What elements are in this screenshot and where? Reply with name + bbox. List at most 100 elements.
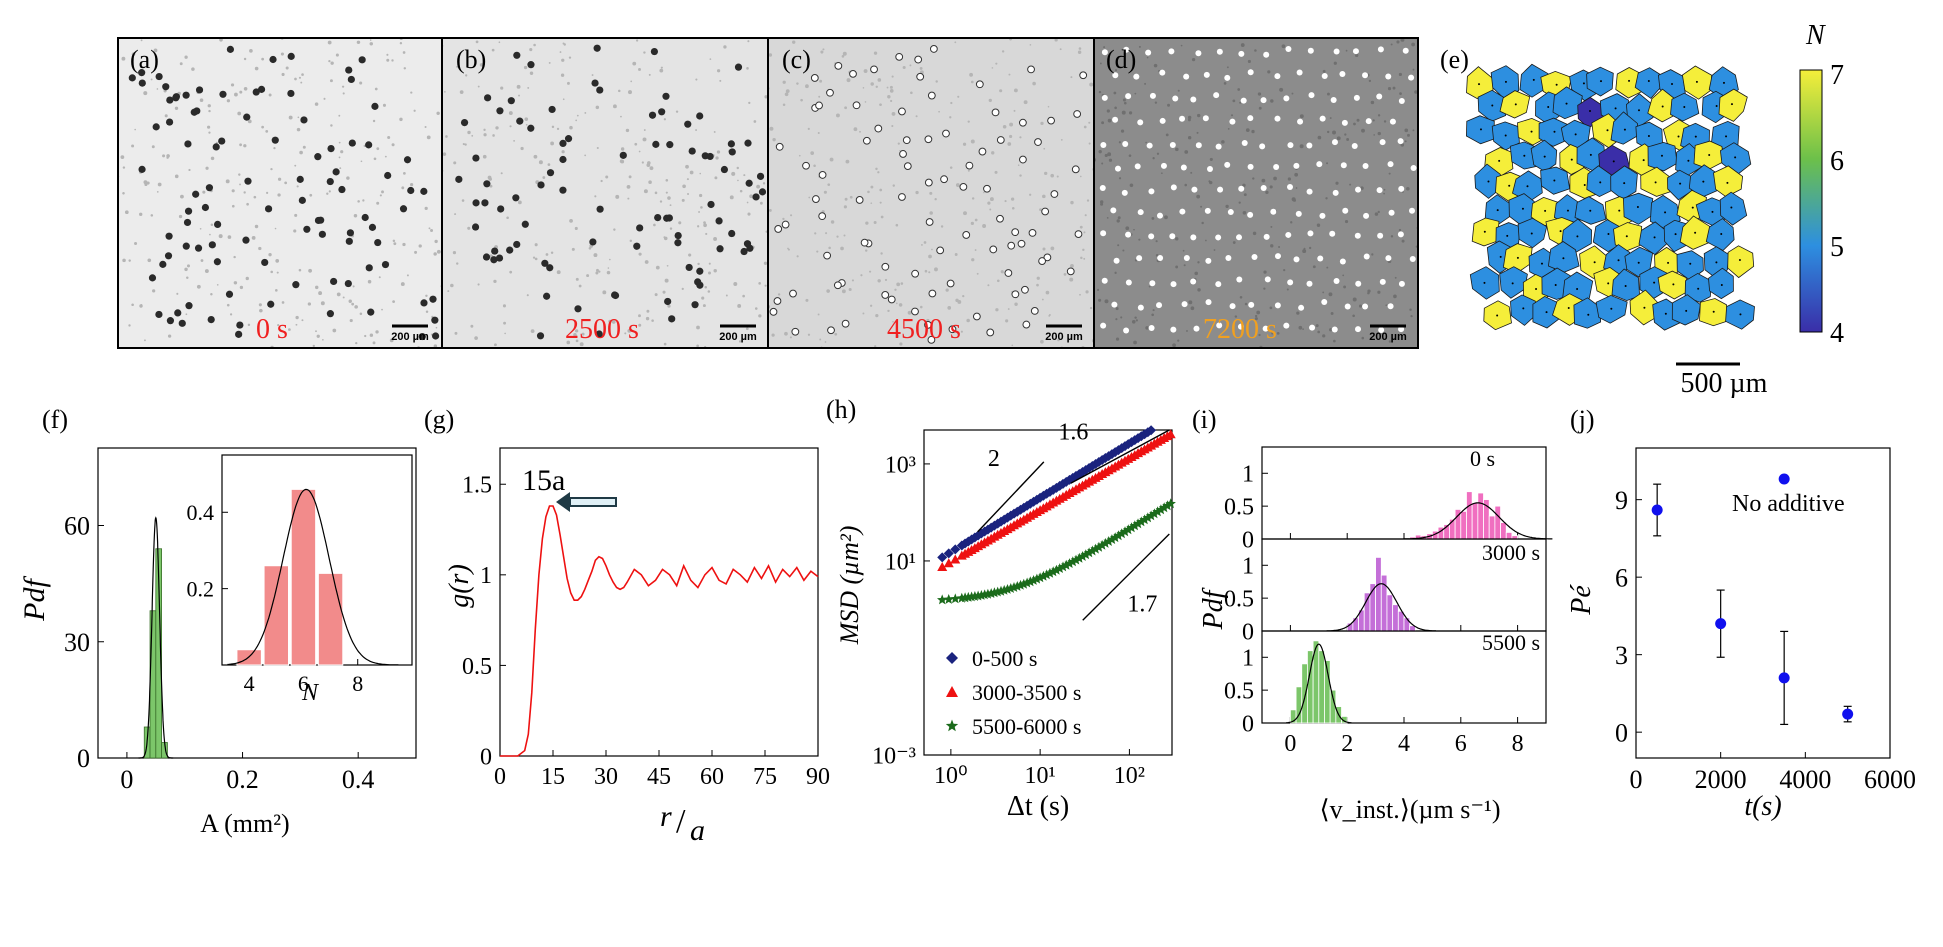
micrograph-b-speck [628, 175, 632, 179]
micrograph-a-speck [191, 67, 195, 71]
micrograph-b-speck [715, 156, 719, 160]
micrograph-c-speck [879, 188, 883, 192]
micrograph-c-speck [991, 151, 995, 155]
micrograph-a-speck [277, 177, 282, 181]
micrograph-d-speck [1278, 246, 1281, 249]
micrograph-c-speck [823, 190, 827, 194]
micrograph-d-speck [1107, 152, 1112, 157]
micrograph-d-speck [1196, 113, 1201, 118]
voronoi-seed [1738, 259, 1741, 262]
micrograph-c-speck [899, 342, 903, 346]
micrograph-a-speck [233, 255, 236, 259]
chart-h-point-2 [1034, 572, 1046, 583]
micrograph-d-speck [1309, 246, 1312, 250]
micrograph-d-speck [1287, 177, 1291, 181]
micrograph-c-particle [1066, 267, 1075, 276]
micrograph-d-particle [1125, 279, 1132, 286]
micrograph-a-speck [288, 115, 293, 120]
micrograph-c-particle [1018, 118, 1027, 127]
micrograph-b-speck [594, 195, 597, 198]
micrograph-a-speck [294, 164, 297, 167]
micrograph-d-speck [1401, 239, 1405, 243]
micrograph-a-particle [257, 85, 266, 93]
micrograph-a-speck [381, 190, 384, 194]
micrograph-b-speck [666, 264, 669, 267]
panel-label-h: (h) [826, 395, 856, 424]
micrograph-a-speck [367, 279, 372, 284]
voronoi-seed [1715, 104, 1718, 107]
micrograph-d-speck [1223, 82, 1227, 85]
micrograph-c-speck [900, 282, 904, 285]
micrograph-c-speck [1086, 199, 1090, 202]
micrograph-c-speck [945, 288, 949, 292]
chart-h-point-2 [1142, 512, 1154, 523]
micrograph-d-particle [1137, 119, 1144, 126]
chart-h-point-2 [1158, 502, 1170, 513]
chart-f-inset-frame [221, 454, 413, 666]
micrograph-d-speck [1098, 298, 1102, 302]
micrograph-c-speck [789, 336, 792, 339]
micrograph-c-speck [870, 82, 874, 86]
micrograph-a-speck [202, 190, 206, 194]
chart-h-point-2 [1021, 577, 1033, 588]
x-tick-label: 8 [352, 671, 363, 696]
micrograph-d-particle [1190, 96, 1197, 103]
micrograph-b-speck [660, 66, 663, 69]
micrograph-a-speck [268, 252, 272, 257]
micrograph-c-speck [892, 184, 895, 187]
micrograph-c-speck [996, 279, 1000, 283]
micrograph-b-particle [460, 118, 469, 127]
colorbar-gradient [1799, 69, 1823, 333]
micrograph-c-speck [863, 69, 868, 74]
micrograph-d-particle [1206, 166, 1213, 173]
micrograph-d-particle [1247, 211, 1254, 218]
micrograph-a-speck [296, 185, 299, 188]
voronoi-seed [1599, 181, 1602, 184]
micrograph-d-background [1094, 38, 1418, 348]
micrograph-d-speck [1283, 268, 1286, 272]
micrograph-a-particle [182, 242, 190, 250]
chart-f-fit-curve [138, 516, 174, 759]
micrograph-a-speck [392, 239, 396, 243]
micrograph-d-speck [1122, 249, 1125, 252]
micrograph-a-speck [375, 330, 379, 334]
micrograph-d-particle [1274, 253, 1281, 260]
micrograph-b-speck [709, 58, 712, 61]
micrograph-d-speck [1247, 59, 1251, 64]
micrograph-a-speck [151, 145, 155, 149]
micrograph-c-speck [867, 190, 870, 194]
micrograph-b-particle [513, 51, 521, 59]
micrograph-b-speck [708, 271, 711, 275]
micrograph-b-particle [512, 194, 520, 202]
micrograph-d-speck [1164, 215, 1168, 220]
micrograph-a-speck [156, 191, 159, 193]
micrograph-a-particle [205, 184, 214, 192]
micrograph-c-speck [921, 243, 923, 246]
micrograph-c-speck [813, 164, 816, 168]
micrograph-c-particle [1074, 230, 1083, 238]
micrograph-c-speck [875, 314, 879, 318]
micrograph-b-speck [634, 142, 638, 146]
micrograph-a-particle [174, 309, 182, 317]
micrograph-d-speck [1291, 197, 1296, 202]
micrograph-b-speck [584, 154, 587, 157]
micrograph-d-particle [1238, 185, 1245, 192]
micrograph-d-speck [1358, 304, 1363, 308]
micrograph-b-speck [681, 198, 685, 202]
chart-f-ylabel: Pdf [18, 576, 51, 622]
colorbar-title: N [1805, 20, 1826, 51]
micrograph-d-particle [1363, 212, 1370, 219]
micrograph-a-speck [174, 106, 179, 110]
micrograph-c-speck [991, 67, 994, 69]
micrograph-d-particle [1341, 119, 1348, 126]
micrograph-d-speck [1153, 63, 1158, 68]
micrograph-c-particle [898, 193, 906, 201]
micrograph-d-speck [1242, 210, 1247, 215]
chart-i-fit-curve-1 [1326, 583, 1436, 632]
voronoi-seed [1664, 211, 1667, 214]
micrograph-d-speck [1329, 117, 1332, 119]
micrograph-c-particle [862, 136, 871, 145]
micrograph-d-particle [1354, 232, 1361, 239]
micrograph-d-speck [1407, 133, 1410, 137]
micrograph-b-speck [471, 134, 474, 137]
